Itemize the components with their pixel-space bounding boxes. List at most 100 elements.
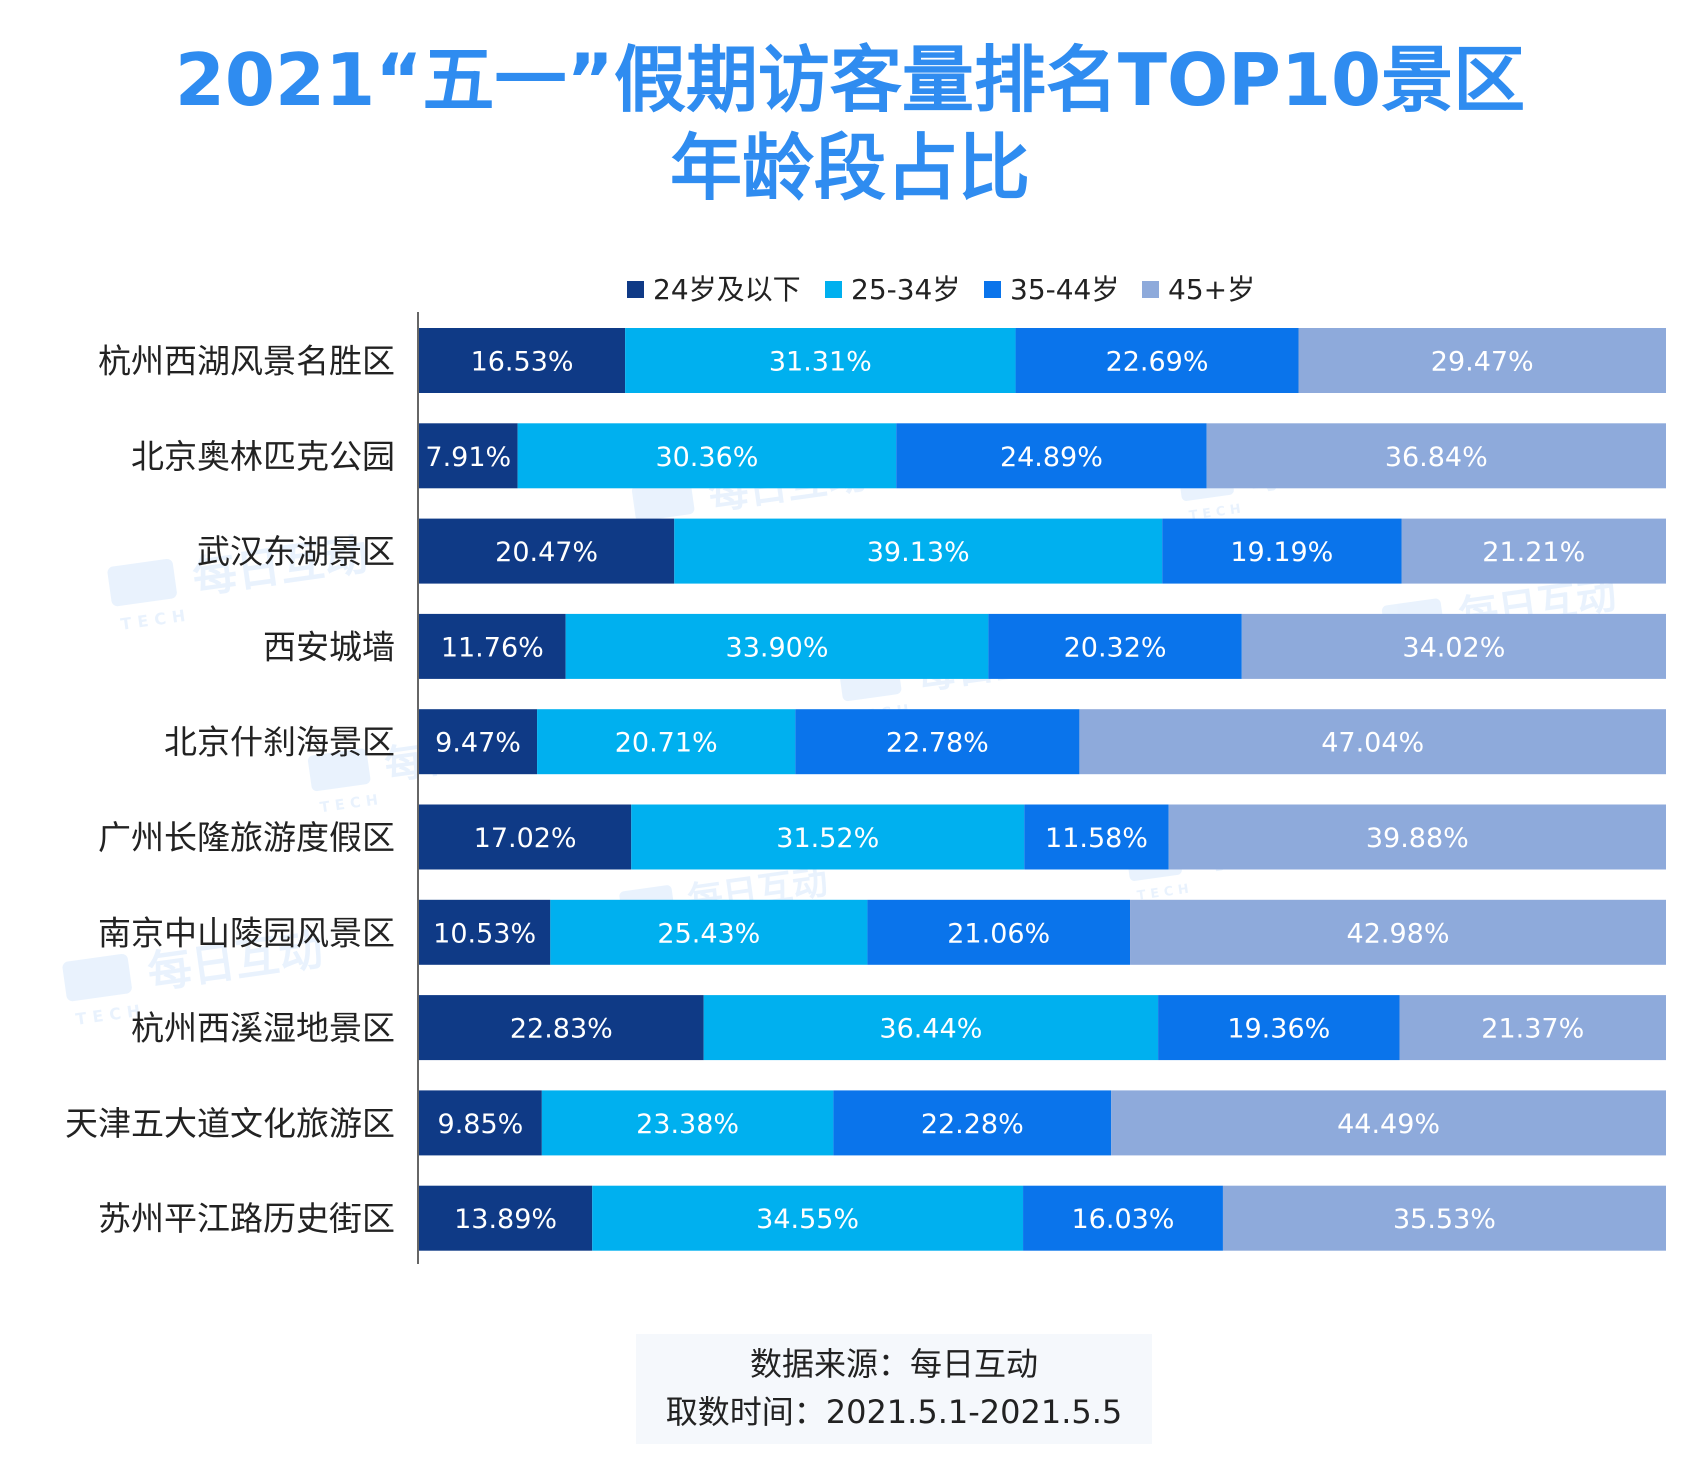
bar-value-label: 39.88%	[1366, 823, 1469, 854]
bar-value-label: 30.36%	[655, 442, 758, 473]
legend-swatch	[825, 281, 842, 298]
source-box: 数据来源：每日互动 取数时间：2021.5.1-2021.5.5	[636, 1334, 1152, 1444]
bar-value-label: 10.53%	[433, 918, 536, 949]
category-label: 北京什刹海景区	[164, 723, 395, 762]
bar-value-label: 17.02%	[474, 823, 577, 854]
bar-value-label: 22.69%	[1106, 347, 1209, 378]
bar-value-label: 29.47%	[1431, 347, 1534, 378]
bar-segment	[833, 1090, 1112, 1156]
bar-value-label: 9.47%	[435, 728, 521, 759]
bar-value-label: 19.19%	[1230, 537, 1333, 568]
bar-segment	[565, 613, 989, 679]
bar-row: 17.02% 31.52% 11.58% 39.88%	[419, 804, 1666, 870]
legend-label: 45+岁	[1168, 273, 1255, 306]
bar-segment	[419, 1185, 593, 1251]
bar-value-label: 31.52%	[776, 823, 879, 854]
bar-segment	[1241, 613, 1666, 679]
category-label: 武汉东湖景区	[197, 532, 395, 571]
bar-value-label: 24.89%	[1000, 442, 1103, 473]
bar-segment	[625, 328, 1016, 393]
bar-value-label: 11.58%	[1045, 823, 1148, 854]
bar-value-label: 25.43%	[657, 918, 760, 949]
legend-label: 25-34岁	[851, 273, 960, 306]
bar-row: 20.47% 39.13% 19.19% 21.21%	[419, 518, 1666, 584]
bar-segment	[1168, 804, 1666, 870]
bar-value-label: 20.71%	[615, 728, 718, 759]
legend-label: 24岁及以下	[653, 273, 801, 306]
category-label: 北京奥林匹克公园	[131, 437, 395, 476]
bar-row: 13.89% 34.55% 16.03% 35.53%	[419, 1185, 1666, 1251]
bar-value-label: 36.44%	[879, 1014, 982, 1045]
category-label: 南京中山陵园风景区	[98, 913, 395, 952]
bar-segment	[1222, 1185, 1666, 1251]
bar-segment	[1399, 995, 1666, 1061]
bar-segment	[674, 518, 1163, 584]
category-label: 苏州平江路历史街区	[98, 1199, 395, 1238]
chart-title-line-1: 2021“五一”假期访客量排名TOP10景区	[174, 38, 1526, 122]
bar-value-label: 20.47%	[495, 537, 598, 568]
bar-value-label: 39.13%	[867, 537, 970, 568]
legend-item: 45+岁	[1142, 273, 1255, 306]
bar-value-label: 22.83%	[510, 1014, 613, 1045]
watermark-subtext: TECH	[119, 605, 192, 634]
bar-value-label: 21.21%	[1482, 537, 1585, 568]
chart-title: 2021“五一”假期访客量排名TOP10景区 年龄段占比	[0, 36, 1700, 212]
bar-segment	[541, 1090, 834, 1156]
watermark-logo-icon	[62, 953, 132, 1002]
bar-value-label: 22.28%	[921, 1109, 1024, 1140]
bar-area: 16.53% 31.31% 22.69% 29.47% 7.91% 30.36% 24.89…	[419, 328, 1666, 1251]
bar-value-label: 21.37%	[1481, 1014, 1584, 1045]
bar-value-label: 16.03%	[1072, 1204, 1175, 1235]
bar-value-label: 22.78%	[886, 728, 989, 759]
watermark-logo-icon	[107, 558, 177, 607]
bar-row: 11.76% 33.90% 20.32% 34.02%	[419, 613, 1666, 679]
bar-row: 10.53% 25.43% 21.06% 42.98%	[419, 899, 1666, 965]
bar-value-label: 35.53%	[1393, 1204, 1496, 1235]
bar-row: 9.85% 23.38% 22.28% 44.49%	[419, 1090, 1666, 1156]
bar-segment	[703, 995, 1159, 1061]
category-label: 杭州西溪湿地景区	[131, 1009, 395, 1048]
legend-item: 24岁及以下	[627, 273, 801, 306]
bar-segment	[988, 613, 1242, 679]
bar-value-label: 11.76%	[441, 632, 544, 663]
bar-row: 9.47% 20.71% 22.78% 47.04%	[419, 709, 1666, 775]
bar-segment	[1130, 899, 1666, 965]
category-label: 天津五大道文化旅游区	[65, 1104, 395, 1143]
legend-swatch	[984, 281, 1001, 298]
watermark-logo-icon	[307, 748, 371, 792]
bar-value-label: 19.36%	[1227, 1014, 1330, 1045]
bar-segment	[592, 1185, 1024, 1251]
bar-segment	[1079, 709, 1666, 775]
bar-segment	[1015, 328, 1299, 393]
bar-segment	[631, 804, 1025, 870]
bar-segment	[419, 613, 566, 679]
bar-segment	[419, 1090, 542, 1156]
bar-value-label: 36.84%	[1385, 442, 1488, 473]
watermark-subtext: TECH	[319, 792, 384, 817]
date-range-line: 取数时间：2021.5.1-2021.5.5	[665, 1393, 1123, 1431]
bar-value-label: 44.49%	[1337, 1109, 1440, 1140]
category-label: 杭州西湖风景名胜区	[98, 342, 395, 381]
category-label: 西安城墙	[263, 627, 395, 666]
bar-segment	[517, 423, 897, 489]
bar-segment	[419, 328, 626, 393]
bar-row: 7.91% 30.36% 24.89% 36.84%	[419, 423, 1666, 489]
bar-segment	[1206, 423, 1666, 489]
chart-title-line-2: 年龄段占比	[669, 126, 1030, 210]
bar-value-label: 21.06%	[947, 918, 1050, 949]
bar-segment	[537, 709, 796, 775]
bar-segment	[419, 995, 704, 1061]
bar-segment	[1298, 328, 1666, 393]
source-line: 数据来源：每日互动	[749, 1345, 1038, 1383]
bar-value-label: 47.04%	[1321, 728, 1424, 759]
bar-segment	[896, 423, 1207, 489]
bar-segment	[419, 709, 538, 775]
chart-legend: 24岁及以下 25-34岁 35-44岁 45+岁	[627, 273, 1255, 306]
bar-row: 22.83% 36.44% 19.36% 21.37%	[419, 995, 1666, 1061]
bar-segment	[419, 518, 675, 584]
bar-value-label: 9.85%	[438, 1109, 524, 1140]
bar-value-label: 7.91%	[425, 442, 511, 473]
legend-swatch	[1142, 281, 1159, 298]
bar-segment	[419, 423, 518, 489]
